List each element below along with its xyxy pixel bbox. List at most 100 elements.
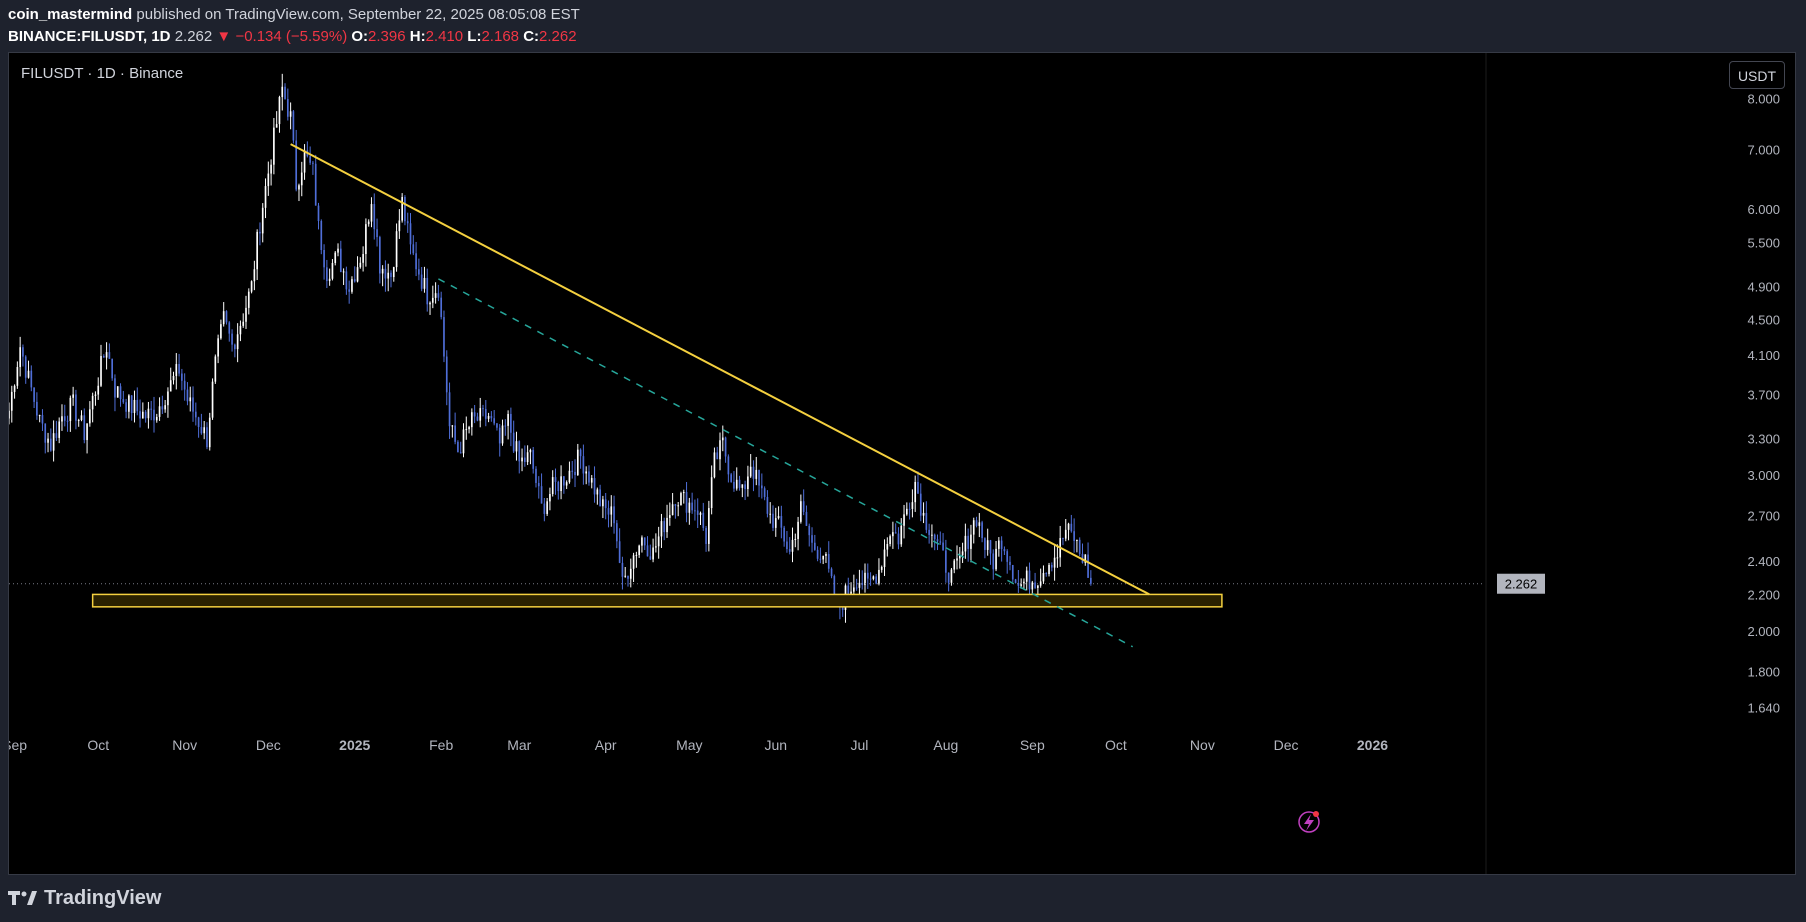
- y-tick-label: 5.500: [1747, 235, 1780, 250]
- x-tick-label: Nov: [1190, 737, 1215, 753]
- candle-body: [370, 204, 373, 222]
- candle-body: [387, 272, 390, 279]
- candle-body: [685, 492, 688, 513]
- candle-body: [808, 525, 811, 536]
- candle-body: [97, 385, 100, 395]
- candle-body: [975, 520, 978, 526]
- candle-body: [158, 406, 161, 417]
- candle-body: [593, 478, 596, 495]
- candle-body: [730, 474, 733, 482]
- price-chart[interactable]: 8.000 7.000 6.000 5.500 4.900 4.500 4.100 3.700…: [9, 53, 1795, 874]
- tradingview-brand[interactable]: TradingView: [44, 886, 162, 909]
- candle-body: [590, 478, 593, 483]
- candle-body: [772, 513, 774, 528]
- candle-body: [169, 380, 172, 392]
- candle-body: [694, 510, 696, 512]
- x-tick-label: Mar: [507, 737, 531, 753]
- candle-body: [535, 468, 537, 483]
- candle-body: [253, 269, 256, 282]
- candle-body: [507, 413, 509, 426]
- candle-body: [111, 358, 114, 379]
- candle-body: [281, 86, 284, 98]
- candle-body: [588, 471, 590, 483]
- candle-body: [234, 344, 236, 350]
- down-arrow-icon: ▼: [216, 28, 232, 45]
- candle-body: [259, 231, 261, 234]
- candle-body: [786, 541, 788, 550]
- descending-trendline[interactable]: [290, 143, 1150, 596]
- candle-body: [431, 297, 434, 303]
- candle-body: [328, 278, 331, 282]
- candle-body: [864, 572, 866, 586]
- y-tick-label: 2.000: [1747, 624, 1780, 639]
- candle-body: [816, 549, 819, 559]
- x-tick-label: Jun: [764, 737, 787, 753]
- x-tick-label: May: [676, 737, 702, 753]
- tradingview-logo-icon[interactable]: [8, 889, 38, 907]
- candle-body: [181, 373, 183, 381]
- candle-body: [632, 555, 635, 569]
- candle-body: [434, 293, 437, 298]
- currency-button[interactable]: USDT: [1729, 61, 1785, 89]
- x-tick-label: 2025: [339, 737, 370, 753]
- candle-body: [515, 441, 518, 452]
- price-change: −0.134 (−5.59%): [235, 28, 348, 45]
- candle-body: [797, 521, 799, 539]
- candle-body: [178, 364, 180, 374]
- candle-body: [150, 408, 153, 410]
- candle-body: [504, 425, 507, 427]
- candle-body: [58, 421, 61, 438]
- candle-body: [66, 420, 69, 422]
- candle-body: [440, 297, 443, 318]
- candle-body: [911, 502, 914, 509]
- chart-pane[interactable]: 8.000 7.000 6.000 5.500 4.900 4.500 4.100 3.700…: [8, 52, 1796, 875]
- candle-body: [610, 506, 613, 515]
- candle-body: [130, 395, 133, 414]
- candle-body: [52, 433, 55, 451]
- candle-body: [780, 516, 783, 528]
- candle-body: [245, 307, 247, 322]
- author-name[interactable]: coin_mastermind: [8, 6, 133, 23]
- dashed-trendline[interactable]: [438, 278, 1134, 648]
- candle-body: [649, 556, 652, 560]
- candle-body: [122, 399, 125, 403]
- candle-body: [89, 409, 91, 424]
- y-tick-label: 1.800: [1747, 665, 1780, 680]
- candle-body: [549, 494, 551, 502]
- candle-body: [510, 413, 512, 433]
- candle-body: [908, 508, 911, 510]
- candle-body: [922, 512, 925, 516]
- candle-body: [379, 237, 381, 274]
- candle-body: [950, 569, 953, 583]
- y-tick-label: 4.100: [1747, 348, 1780, 363]
- candle-body: [992, 553, 995, 570]
- candle-body: [989, 540, 992, 554]
- candle-body: [102, 356, 105, 358]
- candle-body: [267, 173, 270, 187]
- candle-body: [136, 399, 139, 412]
- candle-body: [298, 185, 300, 190]
- lightning-icon[interactable]: [1298, 811, 1320, 833]
- candle-body: [1062, 538, 1064, 540]
- candle-body: [571, 470, 574, 472]
- candle-body: [532, 450, 535, 469]
- candle-body: [945, 550, 947, 573]
- candle-body: [418, 269, 420, 275]
- candle-body: [755, 469, 758, 479]
- support-zone[interactable]: [91, 593, 1223, 608]
- candle-body: [1087, 554, 1089, 578]
- candle-body: [412, 244, 415, 254]
- candle-body: [841, 607, 844, 610]
- y-tick-label: 2.400: [1747, 554, 1780, 569]
- x-tick-label: Aug: [933, 737, 958, 753]
- candle-body: [80, 415, 83, 421]
- candle-body: [345, 271, 348, 290]
- candle-body: [270, 164, 272, 174]
- candle-body: [228, 322, 231, 334]
- low-value: 2.168: [481, 28, 520, 45]
- candle-body: [894, 532, 897, 534]
- last-price-label: 2.262: [1505, 577, 1538, 592]
- candle-body: [978, 522, 981, 526]
- candle-body: [1011, 565, 1014, 580]
- candle-body: [660, 521, 663, 537]
